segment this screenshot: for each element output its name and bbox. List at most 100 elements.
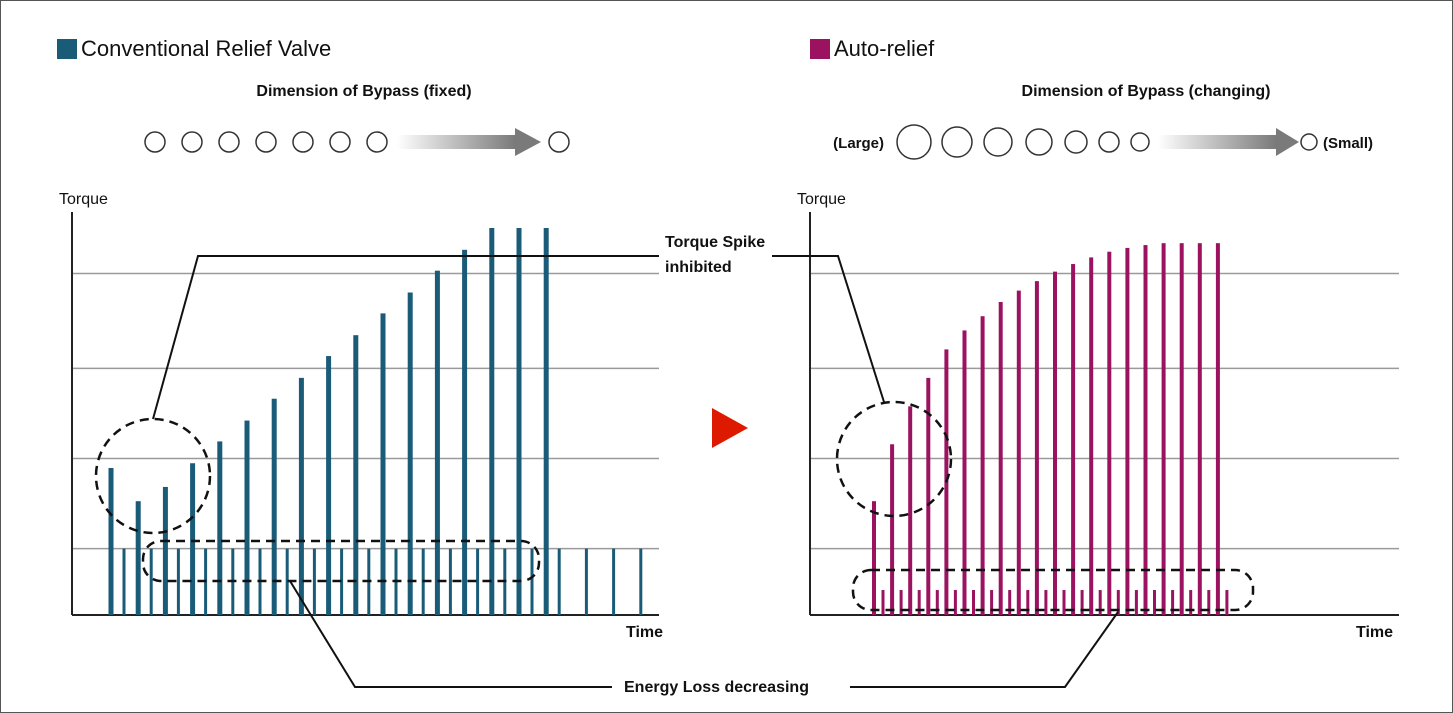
energy-loss-label: Energy Loss decreasing — [624, 679, 809, 696]
torque-spike-bar — [135, 501, 141, 615]
right-bypass-circles — [896, 124, 1318, 160]
torque-spike-bar — [190, 463, 196, 615]
right-chart: Torque Time — [797, 191, 1399, 641]
torque-spike-bar — [926, 377, 931, 615]
bypass-circle — [1064, 130, 1088, 154]
energy-loss-bar — [1098, 590, 1102, 615]
bypass-circle — [1130, 132, 1150, 152]
bypass-circle — [983, 127, 1013, 157]
torque-spike-bar — [890, 444, 895, 615]
energy-loss-bar — [1189, 590, 1193, 615]
left-energy-leader — [289, 580, 612, 688]
bypass-circle — [1098, 131, 1120, 153]
energy-loss-bar — [917, 590, 921, 615]
left-spike-circle — [94, 417, 212, 535]
x-axis-label: Time — [626, 624, 663, 641]
y-axis-label: Torque — [59, 191, 108, 208]
torque-spike-bar — [108, 467, 114, 615]
conventional-legend-swatch — [57, 39, 77, 59]
torque-spike-bar — [462, 249, 468, 616]
right-panel-heading: Auto-relief — [810, 36, 934, 62]
torque-spike-bar — [998, 301, 1003, 615]
energy-loss-bar — [1062, 590, 1066, 615]
energy-loss-bar — [122, 548, 126, 615]
energy-loss-bar — [476, 548, 480, 615]
torque-spike-bar — [1197, 243, 1202, 616]
bypass-circle — [1025, 128, 1053, 156]
energy-loss-bar — [1008, 590, 1012, 615]
left-chart: Torque Time — [59, 191, 663, 641]
torque-spike-label: Torque Spike — [665, 234, 765, 251]
torque-spike-bar — [1143, 245, 1148, 615]
torque-spike-bar — [298, 377, 304, 615]
energy-loss-bar — [448, 548, 452, 615]
left-energy-loss-outline — [141, 539, 541, 583]
energy-loss-bar — [1153, 590, 1156, 615]
torque-spike-bar — [326, 356, 332, 615]
bypass-circle — [144, 131, 166, 153]
left-spike-leader — [152, 255, 659, 420]
torque-spike-label-line2: inhibited — [665, 259, 732, 276]
torque-spike-bar — [1089, 257, 1094, 615]
bypass-circle — [896, 124, 932, 160]
bypass-circle — [292, 131, 314, 153]
energy-loss-bar — [1207, 590, 1211, 615]
energy-loss-bar — [972, 590, 975, 615]
torque-spike-bar — [1034, 281, 1039, 615]
energy-loss-bar — [953, 590, 957, 615]
bypass-circle — [329, 131, 351, 153]
right-spike-circle — [835, 400, 953, 518]
torque-spike-bar — [162, 486, 168, 615]
right-spike-leader — [772, 255, 885, 403]
energy-loss-bar — [639, 548, 643, 615]
bypass-circle — [941, 126, 973, 158]
left-annotations — [94, 255, 659, 688]
x-axis-label: Time — [1356, 624, 1393, 641]
torque-spike-bar — [962, 330, 967, 615]
right-annotations — [772, 255, 1255, 688]
torque-spike-bar — [1179, 243, 1184, 616]
energy-loss-bar — [312, 548, 316, 615]
torque-spike-bar — [1161, 243, 1166, 616]
torque-spike-bar — [1016, 290, 1021, 615]
right-bypass-arrow-icon — [1158, 128, 1299, 156]
energy-loss-bar — [584, 548, 588, 615]
torque-spike-bar — [872, 501, 876, 615]
torque-spike-bar — [908, 406, 913, 615]
energy-loss-bar — [530, 548, 534, 615]
left-bypass-circles — [144, 131, 570, 153]
bypass-circle — [366, 131, 388, 153]
auto-relief-legend-swatch — [810, 39, 830, 59]
bypass-circle — [548, 131, 570, 153]
right-energy-loss-outline — [851, 568, 1255, 612]
energy-loss-bar — [176, 548, 180, 615]
energy-loss-bar — [1044, 590, 1048, 615]
torque-spike-bar — [1071, 264, 1076, 615]
torque-spike-bar — [407, 292, 413, 615]
torque-spike-bar — [353, 335, 359, 615]
torque-spike-bar — [244, 420, 250, 615]
right-energy-leader — [850, 611, 1119, 688]
energy-loss-bar — [1116, 590, 1120, 615]
energy-loss-bar — [899, 590, 903, 615]
energy-loss-bar — [557, 548, 561, 615]
large-label: (Large) — [833, 135, 884, 152]
energy-loss-bar — [612, 548, 616, 615]
energy-loss-bar — [1080, 590, 1084, 615]
left-panel-heading: Conventional Relief Valve — [57, 36, 331, 62]
right-panel-title: Auto-relief — [834, 36, 935, 61]
bypass-circle — [218, 131, 240, 153]
bypass-circle — [181, 131, 203, 153]
energy-loss-bar — [1171, 590, 1175, 615]
energy-loss-bar — [1134, 590, 1138, 615]
bypass-circle — [255, 131, 277, 153]
small-label: (Small) — [1323, 135, 1373, 152]
left-panel-title: Conventional Relief Valve — [81, 36, 332, 61]
torque-spike-bar — [489, 228, 495, 615]
torque-spike-bar — [1053, 271, 1057, 615]
torque-spike-bar — [1125, 247, 1130, 615]
torque-spike-bar — [434, 270, 440, 615]
energy-loss-bar — [1026, 590, 1030, 615]
transition-arrow-icon — [712, 408, 748, 448]
